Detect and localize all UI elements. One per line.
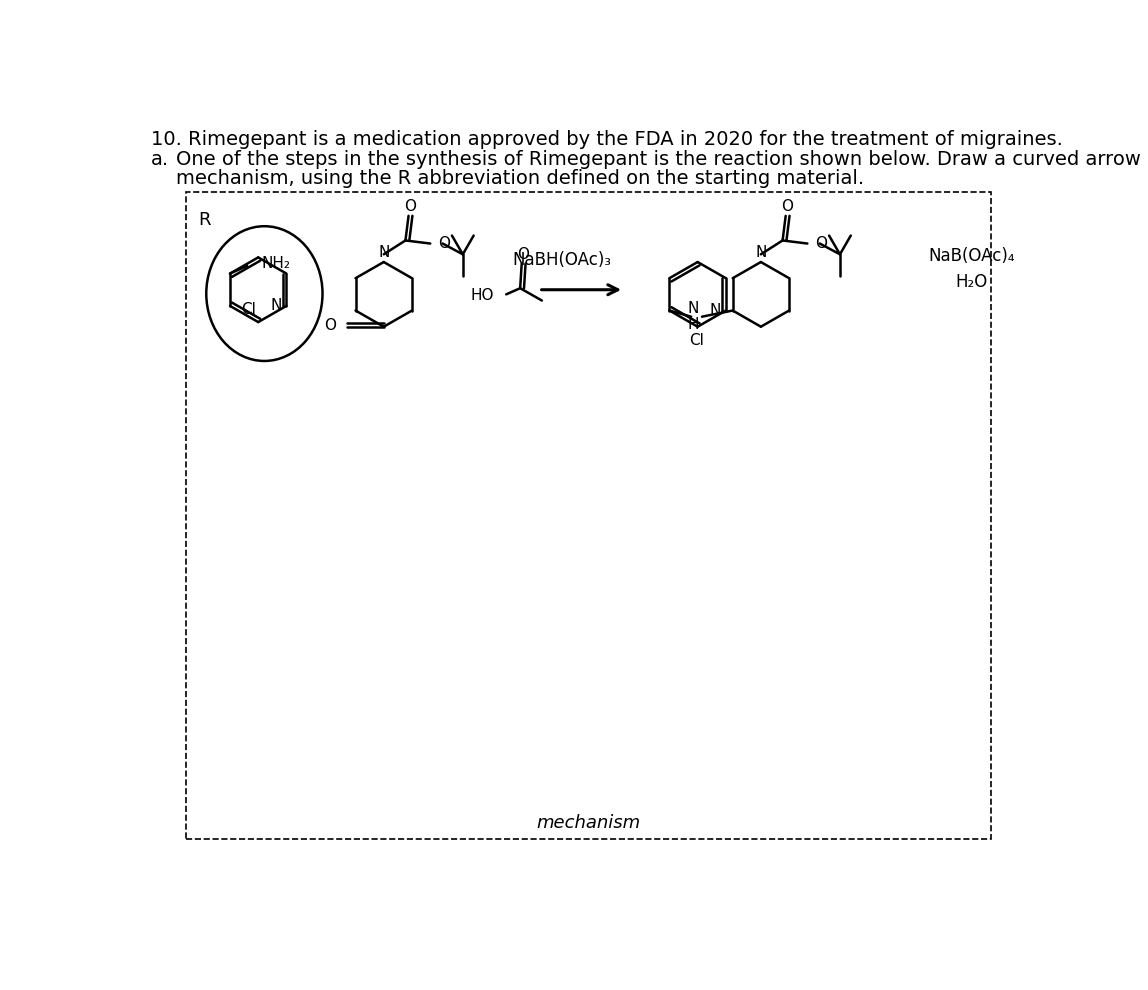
Text: mechanism, using the R abbreviation defined on the starting material.: mechanism, using the R abbreviation defi… xyxy=(176,169,864,188)
Text: NH₂: NH₂ xyxy=(261,256,290,271)
Text: Cl: Cl xyxy=(689,333,704,348)
Text: 10. Rimegepant is a medication approved by the FDA in 2020 for the treatment of : 10. Rimegepant is a medication approved … xyxy=(152,131,1063,149)
Text: H: H xyxy=(688,317,699,332)
Text: mechanism: mechanism xyxy=(536,815,641,833)
Text: N: N xyxy=(378,246,389,260)
Text: O: O xyxy=(325,318,336,333)
Text: N: N xyxy=(688,302,699,317)
Text: N: N xyxy=(709,303,721,318)
Text: N: N xyxy=(271,298,281,314)
Text: Cl: Cl xyxy=(241,302,256,317)
Text: HO: HO xyxy=(471,288,494,303)
Text: a.: a. xyxy=(152,149,170,168)
Text: O: O xyxy=(518,247,529,261)
Text: NaB(OAc)₄: NaB(OAc)₄ xyxy=(928,247,1015,265)
Text: N: N xyxy=(755,246,767,260)
Text: One of the steps in the synthesis of Rimegepant is the reaction shown below. Dra: One of the steps in the synthesis of Rim… xyxy=(176,149,1141,168)
Text: O: O xyxy=(404,199,416,214)
Text: O: O xyxy=(439,236,450,251)
Text: NaBH(OAc)₃: NaBH(OAc)₃ xyxy=(512,251,612,269)
Text: O: O xyxy=(782,199,793,214)
Text: H₂O: H₂O xyxy=(955,273,987,291)
Text: R: R xyxy=(197,212,210,230)
Bar xyxy=(186,192,991,839)
Text: O: O xyxy=(815,236,828,251)
